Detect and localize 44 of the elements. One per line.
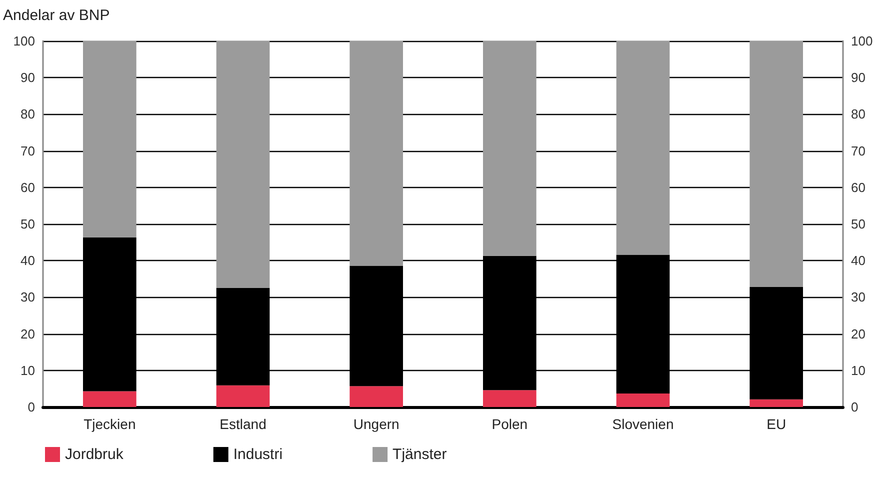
x-tick-label: Polen (492, 416, 528, 432)
y2-tick-label: 20 (851, 326, 866, 342)
y-axis-title: Andelar av BNP (3, 7, 110, 24)
bar (350, 386, 403, 407)
y-tick-label: 70 (20, 143, 35, 158)
x-tick-label: Tjeckien (84, 416, 136, 432)
x-tick-label: Estland (220, 416, 266, 432)
y-tick-label: 10 (20, 362, 35, 378)
y2-tick-label: 40 (851, 253, 866, 268)
y2-tick-label: 80 (851, 106, 866, 122)
bar (750, 41, 803, 287)
bar (83, 41, 136, 238)
y2-tick-label: 0 (851, 400, 858, 414)
legend-label: Jordbruk (65, 446, 124, 463)
y-tick-label: 40 (20, 253, 35, 268)
bar (483, 390, 536, 407)
y-tick-label: 50 (20, 216, 35, 232)
legend-label: Industri (233, 446, 283, 463)
y2-tick-label: 100 (851, 34, 873, 48)
y-tick-label: 30 (20, 290, 35, 305)
bar (616, 41, 670, 255)
bar (83, 391, 136, 407)
bar (616, 393, 670, 407)
bar (216, 385, 270, 407)
y2-tick-label: 60 (851, 180, 866, 195)
y2-tick-label: 30 (851, 290, 866, 305)
bar (216, 41, 270, 288)
bar (750, 399, 803, 407)
y-tick-label: 80 (20, 106, 35, 122)
y-tick-label: 100 (13, 34, 35, 48)
y2-tick-label: 50 (851, 216, 866, 232)
y-tick-label: 0 (28, 400, 35, 414)
legend-label: Tjänster (392, 446, 447, 463)
y-tick-label: 20 (20, 326, 35, 342)
y2-tick-label: 10 (851, 362, 866, 378)
bar (483, 41, 536, 256)
y-tick-label: 60 (20, 180, 35, 195)
x-tick-label: Slovenien (612, 416, 674, 432)
bar (350, 41, 403, 266)
x-tick-label: Ungern (353, 416, 400, 432)
y2-tick-label: 70 (851, 143, 866, 158)
x-tick-label: EU (766, 416, 786, 432)
y-tick-label: 90 (20, 70, 35, 86)
y2-tick-label: 90 (851, 70, 866, 86)
